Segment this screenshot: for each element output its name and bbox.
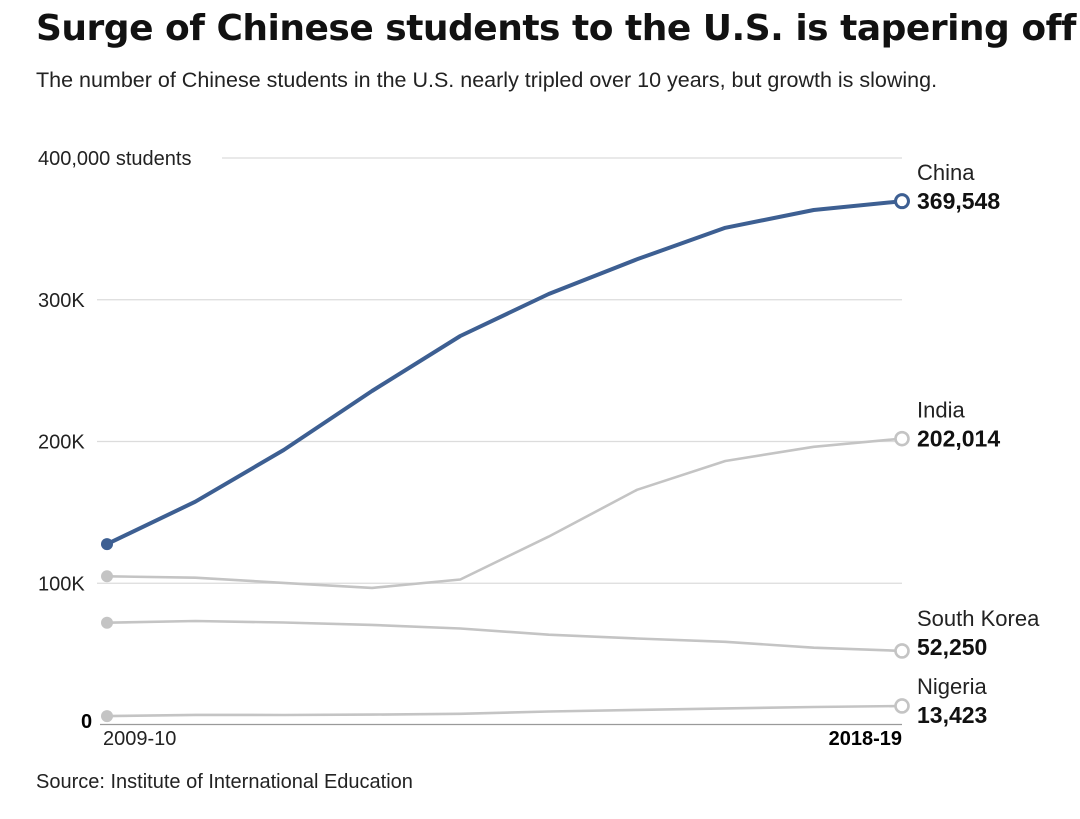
series-line-india	[105, 437, 904, 590]
series-value-south-korea: 52,250	[917, 634, 987, 660]
series-label-china: China	[917, 160, 975, 185]
series-value-china: 369,548	[917, 188, 1000, 214]
source-note: Source: Institute of International Educa…	[36, 771, 413, 793]
y-tick-label: 200K	[38, 432, 85, 454]
series-line-nigeria	[105, 704, 904, 718]
chart-title: Surge of Chinese students to the U.S. is…	[36, 8, 1076, 49]
start-point-india	[101, 570, 113, 583]
start-point-china	[101, 538, 113, 551]
end-point-china	[894, 193, 910, 210]
y-tick-label: 100K	[38, 573, 85, 595]
x-tick-label-last: 2018-19	[829, 728, 902, 750]
series-value-india: 202,014	[917, 426, 1000, 452]
end-point-nigeria	[894, 698, 910, 714]
start-point-nigeria	[101, 710, 113, 723]
x-tick-label-first: 2009-10	[103, 728, 176, 750]
series-line-south-korea	[105, 619, 904, 653]
end-point-india	[894, 430, 910, 447]
y-tick-label: 0	[81, 711, 92, 733]
end-point-south-korea	[894, 643, 910, 659]
chart-subtitle: The number of Chinese students in the U.…	[36, 68, 938, 92]
y-tick-label: 400,000 students	[38, 148, 191, 170]
series-value-nigeria: 13,423	[917, 702, 987, 728]
series-label-india: India	[917, 398, 965, 423]
start-point-south-korea	[101, 616, 113, 629]
series-label-nigeria: Nigeria	[917, 674, 987, 699]
series-label-south-korea: South Korea	[917, 606, 1040, 631]
series-line-china	[105, 199, 904, 547]
y-tick-label: 300K	[38, 290, 85, 312]
